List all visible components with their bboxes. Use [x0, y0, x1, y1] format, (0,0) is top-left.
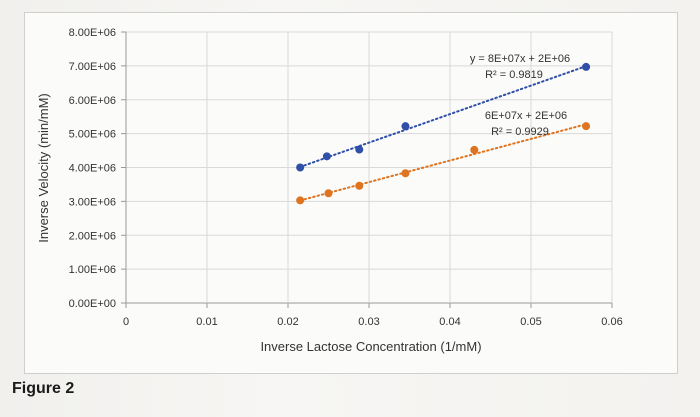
- data-point: [401, 122, 410, 131]
- data-point: [582, 62, 591, 71]
- data-point: [582, 122, 591, 131]
- x-tick-label: 0.06: [601, 316, 622, 328]
- y-tick-label: 4.00E+06: [69, 163, 116, 175]
- x-tick-label: 0.05: [520, 316, 541, 328]
- trendline-r-squared: R² = 0.9819: [485, 69, 543, 81]
- x-tick-label: 0.02: [277, 316, 298, 328]
- x-tick-label: 0: [123, 316, 129, 328]
- x-tick-labels: 0 0.01 0.02 0.03 0.04 0.05 0.06: [123, 316, 623, 328]
- x-tick-label: 0.04: [439, 316, 460, 328]
- figure-label: Figure 2: [12, 380, 75, 397]
- axes: [121, 31, 613, 308]
- data-point: [401, 169, 410, 178]
- trendline: [299, 65, 588, 168]
- x-tick-label: 0.03: [358, 316, 379, 328]
- data-point: [322, 152, 331, 161]
- y-tick-labels: 0.00E+00 1.00E+06 2.00E+06 3.00E+06 4.00E+06…: [69, 27, 116, 310]
- y-tick-label: 2.00E+06: [69, 230, 116, 242]
- data-point: [355, 181, 364, 190]
- y-tick-label: 3.00E+06: [69, 196, 116, 208]
- data-points: [296, 62, 591, 205]
- y-tick-label: 6.00E+06: [69, 95, 116, 107]
- y-tick-label: 8.00E+06: [69, 27, 116, 39]
- x-tick-label: 0.01: [196, 316, 217, 328]
- data-point: [470, 145, 479, 154]
- y-tick-label: 1.00E+06: [69, 264, 116, 276]
- trendline-equation: y = 8E+07x + 2E+06: [470, 53, 570, 65]
- y-axis-label: Inverse Velocity (min/mM): [36, 93, 51, 243]
- trendline-r-squared: R² = 0.9929: [491, 126, 549, 138]
- gridlines: [125, 31, 613, 304]
- trendline: [299, 123, 588, 202]
- x-axis-label: Inverse Lactose Concentration (1/mM): [260, 339, 481, 354]
- data-point: [324, 189, 333, 198]
- y-tick-label: 7.00E+06: [69, 61, 116, 73]
- data-point: [296, 196, 305, 205]
- trendlines: [299, 65, 588, 202]
- data-point: [355, 145, 364, 154]
- y-tick-label: 5.00E+06: [69, 129, 116, 141]
- data-point: [296, 163, 305, 172]
- trendline-equation: 6E+07x + 2E+06: [485, 110, 567, 122]
- trendline-equations: y = 8E+07x + 2E+06 R² = 0.9819 6E+07x + 2E…: [470, 53, 570, 138]
- y-tick-label: 0.00E+00: [69, 298, 116, 310]
